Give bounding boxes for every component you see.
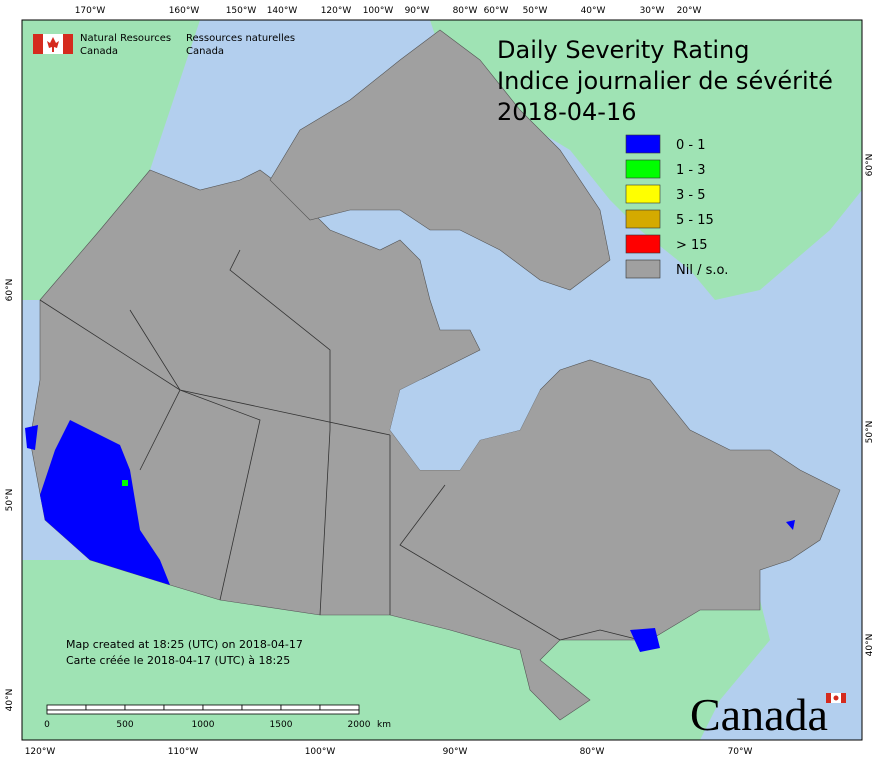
flag-bar [826, 693, 831, 703]
graticule-label: 50°N [865, 421, 875, 444]
legend-swatch [625, 259, 661, 279]
scale-label: 0 [44, 720, 50, 730]
legend-swatch [625, 234, 661, 254]
scale-segment [280, 704, 321, 711]
graticule-label: 160°W [169, 6, 200, 16]
legend-label: Nil / s.o. [676, 263, 728, 278]
legend-swatch [625, 134, 661, 154]
scale-bar: 0 500 1000 1500 2000 km [44, 704, 391, 730]
legend-swatch [625, 184, 661, 204]
legend-swatch [625, 209, 661, 229]
scale-segment [46, 704, 87, 711]
rating-area-bc [40, 420, 170, 585]
agency-fr: Canada [186, 46, 224, 57]
rating-area-nl [786, 520, 795, 530]
hudson-bay [390, 360, 540, 470]
scale-label: 500 [116, 720, 133, 730]
scale-segment [241, 704, 282, 711]
rating-area-haida [25, 425, 38, 450]
arctic-islands [269, 29, 611, 291]
graticule-label: 30°W [640, 6, 665, 16]
graticule-label: 80°W [580, 747, 605, 757]
agency-en: Natural Resources [80, 33, 171, 44]
graticule-label: 40°W [581, 6, 606, 16]
scale-segment [46, 709, 360, 715]
rating-area-low [122, 480, 128, 486]
graticule-label: 90°W [443, 747, 468, 757]
graticule-label: 170°W [75, 6, 106, 16]
graticule-label: 100°W [305, 747, 336, 757]
graticule-label: 140°W [267, 6, 298, 16]
legend: 0 - 1 1 - 3 3 - 5 5 - 15 > 15 Nil / s.o. [625, 134, 728, 279]
maple-leaf [47, 37, 59, 52]
legend-label: 1 - 3 [676, 163, 706, 178]
map-subtitle: Indice journalier de sévérité [497, 67, 833, 95]
map-title: Daily Severity Rating [497, 36, 749, 64]
scale-segment [163, 704, 204, 711]
graticule-label: 40°N [5, 689, 15, 712]
canada-wordmark: Canada [690, 689, 846, 740]
graticule-label: 80°W [453, 6, 478, 16]
legend-label: 3 - 5 [676, 188, 706, 203]
wordmark: Canada [690, 689, 828, 740]
map-frame [21, 19, 863, 741]
graticule-label: 20°W [677, 6, 702, 16]
scale-segment [319, 704, 360, 711]
scale-segment [124, 704, 165, 711]
scale-unit: km [377, 720, 391, 730]
agency-fr: Ressources naturelles [186, 33, 295, 44]
graticule-label: 110°W [168, 747, 199, 757]
scale-segment [202, 704, 243, 711]
scale-label: 2000 [348, 720, 371, 730]
agency-en: Canada [80, 46, 118, 57]
graticule-label: 120°W [321, 6, 352, 16]
legend-label: 5 - 15 [676, 213, 714, 228]
graticule-label: 70°W [728, 747, 753, 757]
graticule-label: 50°N [5, 489, 15, 512]
graticule-label: 50°W [523, 6, 548, 16]
graticule-label: 150°W [226, 6, 257, 16]
graticule-label: 90°W [405, 6, 430, 16]
map-date: 2018-04-16 [497, 98, 636, 126]
flag-bar [63, 34, 73, 54]
credit-en: Map created at 18:25 (UTC) on 2018-04-17 [66, 638, 303, 651]
graticule-label: 60°N [5, 279, 15, 302]
legend-label: > 15 [676, 238, 708, 253]
scale-segment [85, 704, 126, 711]
flag-bar [841, 693, 846, 703]
maple-leaf [833, 695, 839, 701]
boundaries [39, 249, 641, 641]
graticule-label: 60°N [865, 154, 875, 177]
graticule-label: 60°W [484, 6, 509, 16]
graticule-label: 120°W [25, 747, 56, 757]
alaska [22, 20, 200, 300]
legend-label: 0 - 1 [676, 138, 706, 153]
scale-label: 1500 [270, 720, 293, 730]
scale-label: 1000 [192, 720, 215, 730]
graticule-labels: 170°W 160°W 150°W 140°W 120°W 100°W 90°W 80°W 60… [5, 6, 875, 757]
agency-signature: Natural Resources Canada Ressources natu… [33, 33, 295, 57]
rating-area-quebec [630, 628, 660, 652]
credit-fr: Carte créée le 2018-04-17 (UTC) à 18:25 [66, 654, 290, 667]
graticule-label: 40°N [865, 634, 875, 657]
canada [29, 169, 841, 721]
graticule-label: 100°W [363, 6, 394, 16]
legend-swatch [625, 159, 661, 179]
flag-bar [33, 34, 43, 54]
